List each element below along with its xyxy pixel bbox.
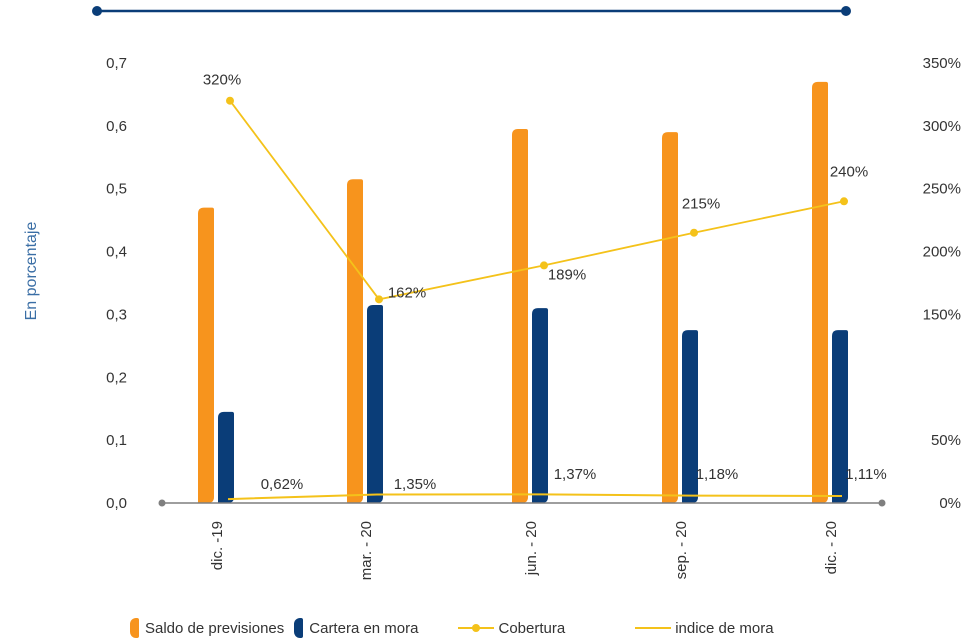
header-rule <box>92 6 851 16</box>
y2-tick-label: 150% <box>923 306 961 323</box>
label-cobertura: 189% <box>548 266 586 283</box>
bar-saldo-previsiones <box>347 179 363 504</box>
y2-tick-label: 350% <box>923 55 961 72</box>
bar-cartera-mora <box>218 411 234 503</box>
left-axis-ticks: 0,0 0,1 0,2 0,3 0,4 0,5 0,6 0,7 <box>106 55 127 512</box>
x-axis-dot-left <box>158 499 166 507</box>
y-tick-label: 0,4 <box>106 244 127 261</box>
header-rule-dot-right <box>841 6 851 16</box>
bar-saldo-previsiones <box>662 132 678 503</box>
bar-saldo-previsiones <box>512 129 528 503</box>
right-axis-ticks: 0% 50% 150% 200% 250% 300% 350% <box>923 55 961 512</box>
label-cobertura: 162% <box>388 284 426 301</box>
legend-label-cobertura: Cobertura <box>498 619 566 637</box>
label-cobertura: 240% <box>830 163 868 180</box>
legend: Saldo de previsiones Cartera en mora Cob… <box>130 617 774 639</box>
bars <box>198 81 848 504</box>
x-tick-label: sep. - 20 <box>673 521 690 579</box>
y2-tick-label: 50% <box>931 432 961 449</box>
y-tick-label: 0,7 <box>106 55 127 72</box>
label-indice-mora: 0,62% <box>261 476 304 493</box>
y2-tick-label: 250% <box>923 181 961 198</box>
label-indice-mora: 1,11% <box>845 466 886 483</box>
legend-label-indice: indice de mora <box>675 619 774 637</box>
bar-saldo-previsiones <box>812 81 828 503</box>
legend-swatch-cartera <box>294 618 304 638</box>
legend-item-indice: indice de mora <box>635 619 774 637</box>
bar-cartera-mora <box>532 308 548 503</box>
x-tick-label: dic. -19 <box>209 521 226 570</box>
x-axis <box>158 499 886 507</box>
header-rule-dot-left <box>92 6 102 16</box>
y2-tick-label: 300% <box>923 118 961 135</box>
bar-cartera-mora <box>367 305 383 503</box>
x-axis-dot-right <box>878 499 886 507</box>
line-indice-mora <box>227 493 843 501</box>
marker-cobertura <box>375 295 383 304</box>
legend-label-cartera: Cartera en mora <box>309 619 419 637</box>
y2-tick-label: 200% <box>923 244 961 261</box>
x-axis-ticks: dic. -19 mar. - 20 jun. - 20 sep. - 20 dic. … <box>209 521 840 580</box>
bar-saldo-previsiones <box>198 207 214 504</box>
line-cobertura <box>229 100 845 301</box>
y-tick-label: 0,5 <box>106 181 127 198</box>
marker-cobertura <box>840 197 848 206</box>
marker-cobertura <box>540 261 548 270</box>
bar-cartera-mora <box>682 330 698 503</box>
legend-item-cartera: Cartera en mora <box>294 618 418 638</box>
legend-swatch-saldo <box>130 618 139 638</box>
y-tick-label: 0,2 <box>106 369 127 386</box>
y-tick-label: 0,1 <box>106 432 127 449</box>
x-tick-label: mar. - 20 <box>358 521 375 580</box>
legend-swatch-cobertura <box>458 622 495 634</box>
legend-item-saldo: Saldo de previsiones <box>130 618 284 638</box>
y-tick-label: 0,0 <box>106 495 127 512</box>
legend-item-cobertura: Cobertura <box>458 620 565 637</box>
y-axis-label: En porcentaje <box>23 222 40 321</box>
label-indice-mora: 1,35% <box>394 476 437 493</box>
data-labels: 320% 162% 189% 215% 240% 0,62% 1,35% 1,37% 1,18%… <box>203 72 887 493</box>
label-indice-mora: 1,18% <box>696 466 739 483</box>
y2-tick-label: 0% <box>939 495 961 512</box>
y-tick-label: 0,6 <box>106 118 127 135</box>
marker-cobertura <box>226 96 234 105</box>
label-cobertura: 215% <box>682 196 720 213</box>
legend-label-saldo: Saldo de previsiones <box>145 619 285 637</box>
lines <box>226 96 848 501</box>
x-tick-label: jun. - 20 <box>523 521 540 576</box>
y-tick-label: 0,3 <box>106 306 127 323</box>
bar-cartera-mora <box>832 330 848 503</box>
legend-swatch-indice <box>635 622 672 634</box>
x-tick-label: dic. - 20 <box>823 521 840 574</box>
marker-cobertura <box>690 228 698 237</box>
label-cobertura: 320% <box>203 72 241 89</box>
label-indice-mora: 1,37% <box>554 466 597 483</box>
